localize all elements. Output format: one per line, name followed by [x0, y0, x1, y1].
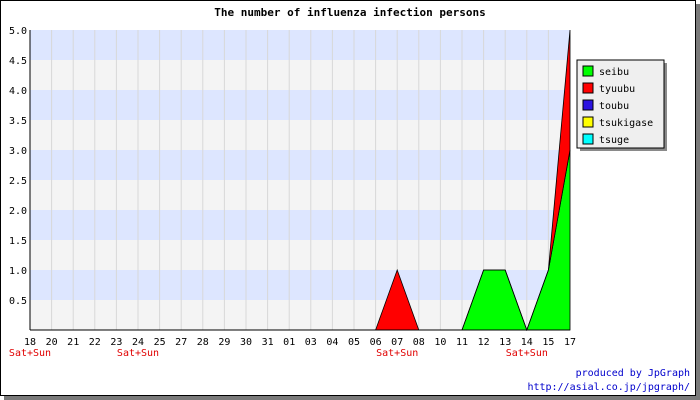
legend-label-tyuubu: tyuubu: [599, 84, 635, 95]
y-tick-label: 1.0: [9, 266, 27, 277]
plot-background: [30, 30, 570, 330]
x-tick-label: 29: [218, 337, 230, 348]
x-tick-label: 23: [110, 337, 122, 348]
plot-band: [30, 240, 570, 270]
plot-band: [30, 120, 570, 150]
x-tick-label: 11: [456, 337, 468, 348]
credit-producer: produced by JpGraph: [576, 368, 690, 379]
weekend-markers: Sat+Sun Sat+Sun Sat+Sun Sat+Sun: [9, 348, 548, 359]
plot-band: [30, 150, 570, 180]
y-tick-label: 4.0: [9, 86, 27, 97]
axes: [29, 30, 570, 331]
weekend-marker: Sat+Sun: [9, 348, 51, 359]
x-tick-label: 27: [175, 337, 187, 348]
plot-band: [30, 30, 570, 60]
plot-band: [30, 210, 570, 240]
legend-swatch-tsuge: [582, 133, 594, 145]
y-tick-label: 2.0: [9, 206, 27, 217]
legend-label-toubu: toubu: [599, 101, 629, 112]
x-tick-label: 28: [197, 337, 209, 348]
x-tick-label: 12: [478, 337, 490, 348]
weekend-marker: Sat+Sun: [376, 348, 418, 359]
x-tick-label: 13: [499, 337, 511, 348]
y-tick-label: 4.5: [9, 56, 27, 67]
x-tick-label: 21: [67, 337, 79, 348]
x-tick-label: 25: [154, 337, 166, 348]
x-tick-label: 22: [89, 337, 101, 348]
x-tick-label: 14: [521, 337, 533, 348]
y-tick-label: 1.5: [9, 236, 27, 247]
legend: seibu tyuubu toubu tsukigase tsuge: [576, 59, 667, 151]
x-tick-label: 10: [434, 337, 446, 348]
x-tick-label: 17: [564, 337, 576, 348]
plot-band: [30, 180, 570, 210]
weekend-marker: Sat+Sun: [506, 348, 548, 359]
x-tick-label: 05: [348, 337, 360, 348]
x-tick-label: 06: [370, 337, 382, 348]
x-tick-label: 24: [132, 337, 144, 348]
x-tick-label: 18: [24, 337, 36, 348]
y-tick-label: 2.5: [9, 176, 27, 187]
x-tick-label: 20: [46, 337, 58, 348]
x-tick-label: 07: [391, 337, 403, 348]
x-tick-label: 30: [240, 337, 252, 348]
x-tick-label: 31: [262, 337, 274, 348]
weekend-marker: Sat+Sun: [117, 348, 159, 359]
legend-swatch-seibu: [582, 65, 594, 77]
y-tick-label: 0.5: [9, 296, 27, 307]
x-tick-label: 01: [283, 337, 295, 348]
x-axis-ticks: 18 20 21 22 23 24 25 27 28 29 30 31 01 03 04 05 06 07 08 10…: [24, 337, 576, 348]
plot-band: [30, 60, 570, 90]
chart-title: The number of influenza infection person…: [214, 6, 486, 19]
plot-band: [30, 90, 570, 120]
x-tick-label: 03: [305, 337, 317, 348]
y-axis-ticks: 0.5 1.0 1.5 2.0 2.5 3.0 3.5 4.0 4.5 5.0: [9, 26, 27, 307]
x-tick-label: 08: [413, 337, 425, 348]
x-tick-label: 04: [326, 337, 338, 348]
legend-label-tsuge: tsuge: [599, 135, 629, 146]
legend-label-tsukigase: tsukigase: [599, 118, 653, 129]
y-tick-label: 3.5: [9, 116, 27, 127]
legend-swatch-tyuubu: [582, 82, 594, 94]
legend-label-seibu: seibu: [599, 67, 629, 78]
legend-swatch-toubu: [582, 99, 594, 111]
legend-swatch-tsukigase: [582, 116, 594, 128]
credit-url: http://asial.co.jp/jpgraph/: [527, 382, 690, 393]
y-tick-label: 5.0: [9, 26, 27, 37]
y-tick-label: 3.0: [9, 146, 27, 157]
x-tick-label: 15: [542, 337, 554, 348]
